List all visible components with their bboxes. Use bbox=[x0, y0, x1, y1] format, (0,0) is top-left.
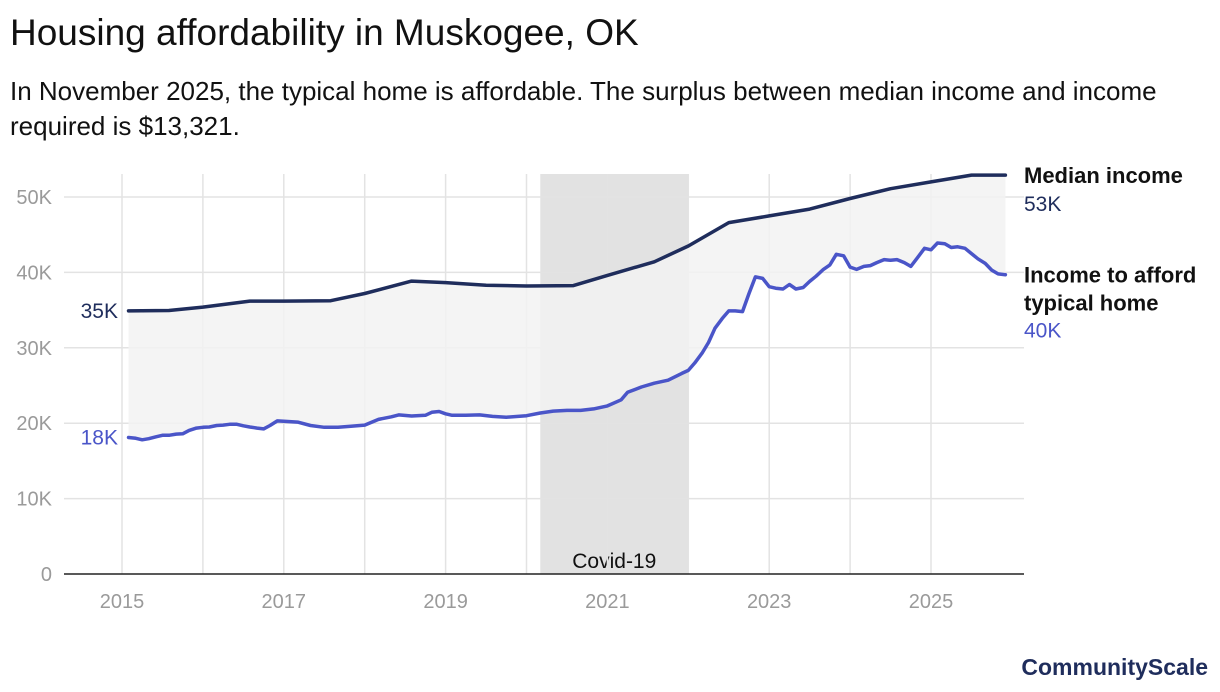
afford-income-end-value: 40K bbox=[1024, 320, 1061, 343]
y-tick-label: 30K bbox=[16, 338, 52, 360]
median-income-end-value: 53K bbox=[1024, 193, 1061, 216]
y-tick-label: 20K bbox=[16, 413, 52, 435]
y-tick-label: 10K bbox=[16, 489, 52, 511]
series-lines bbox=[126, 173, 1008, 442]
x-tick-label: 2025 bbox=[909, 591, 954, 613]
surplus-shading bbox=[128, 175, 1006, 440]
covid-label: Covid-19 bbox=[572, 550, 656, 573]
x-tick-label: 2017 bbox=[262, 591, 307, 613]
y-tick-label: 50K bbox=[16, 187, 52, 209]
x-tick-label: 2023 bbox=[747, 591, 792, 613]
y-tick-label: 0 bbox=[41, 564, 52, 586]
afford-income-legend-label-line1: Income to afford bbox=[1024, 263, 1196, 288]
median-income-start-label: 35K bbox=[81, 300, 118, 323]
x-tick-label: 2015 bbox=[100, 591, 145, 613]
brand-logo-text: CommunityScale bbox=[1021, 654, 1208, 680]
chart-subtitle: In November 2025, the typical home is af… bbox=[10, 76, 1157, 141]
chart-title: Housing affordability in Muskogee, OK bbox=[10, 12, 639, 53]
axes: 0 10K 20K 30K 40K 50K 2015 2017 2019 2021 2023 2025 bbox=[16, 187, 1024, 613]
afford-income-legend-label-line2: typical home bbox=[1024, 291, 1158, 316]
surplus-area bbox=[128, 175, 1006, 440]
median-income-line bbox=[126, 173, 1008, 313]
x-tick-label: 2019 bbox=[423, 591, 468, 613]
y-tick-label: 40K bbox=[16, 262, 52, 284]
series-labels: 35K 18K Median income 53K Income to afford ty… bbox=[81, 163, 1197, 449]
afford-income-line bbox=[126, 241, 1008, 442]
median-income-legend-label: Median income bbox=[1024, 163, 1183, 188]
x-tick-label: 2021 bbox=[585, 591, 630, 613]
afford-income-start-label: 18K bbox=[81, 427, 118, 450]
